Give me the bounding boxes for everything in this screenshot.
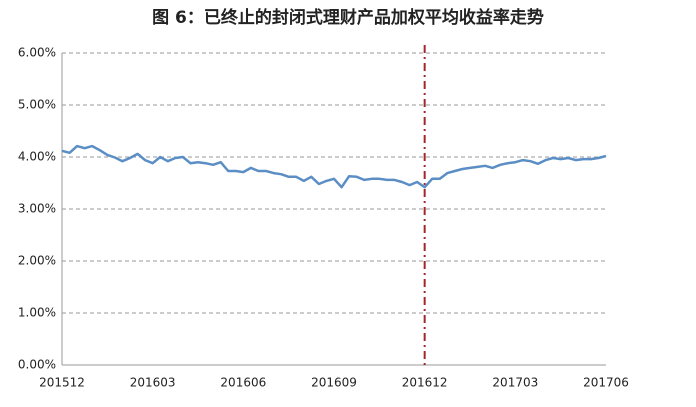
chart-title: 图 6：已终止的封闭式理财产品加权平均收益率走势 (152, 7, 544, 28)
data-line (61, 144, 607, 189)
y-tick-label: 6.00% (18, 46, 56, 60)
x-tick-label: 201706 (583, 376, 629, 390)
x-tick-label: 201603 (130, 376, 176, 390)
y-tick-label: 0.00% (18, 358, 56, 372)
y-tick-label: 3.00% (18, 202, 56, 216)
y-tick-label: 5.00% (18, 98, 56, 112)
y-tick-label: 4.00% (18, 150, 56, 164)
x-tick-label: 201609 (311, 376, 357, 390)
y-tick-label: 1.00% (18, 306, 56, 320)
x-tick-label: 201512 (39, 376, 85, 390)
x-tick-label: 201612 (402, 376, 448, 390)
x-tick-label: 201703 (492, 376, 538, 390)
x-tick-label: 201606 (220, 376, 266, 390)
y-tick-label: 2.00% (18, 254, 56, 268)
